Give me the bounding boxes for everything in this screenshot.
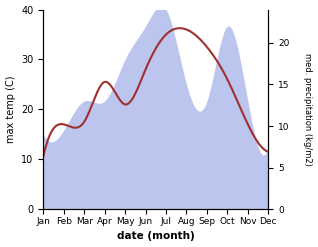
X-axis label: date (month): date (month)	[117, 231, 195, 242]
Y-axis label: max temp (C): max temp (C)	[5, 76, 16, 143]
Y-axis label: med. precipitation (kg/m2): med. precipitation (kg/m2)	[303, 53, 313, 166]
